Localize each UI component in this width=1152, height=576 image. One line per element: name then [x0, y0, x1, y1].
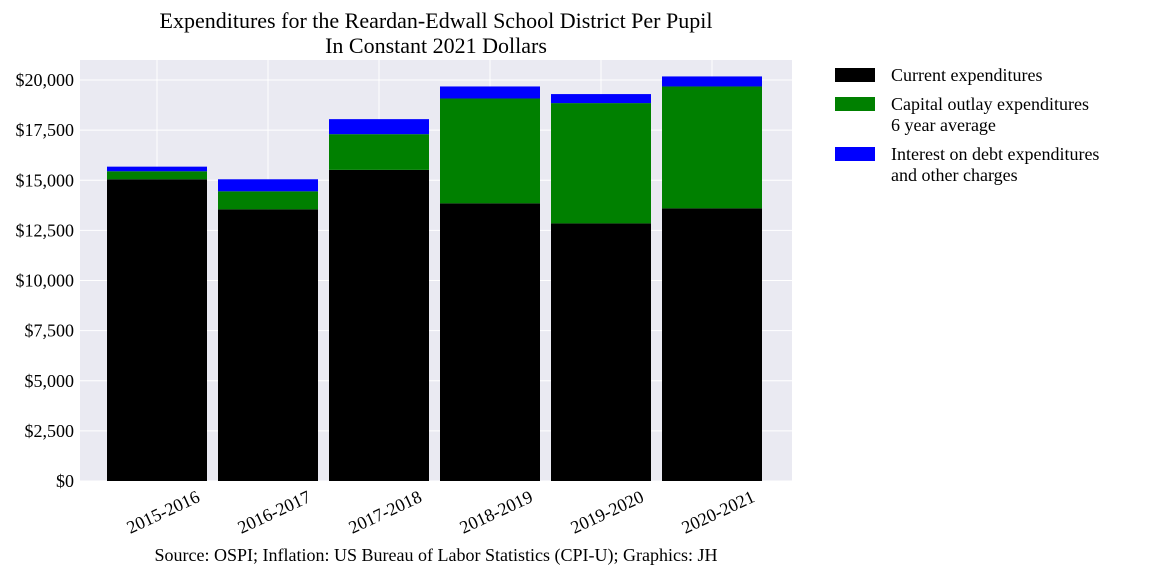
legend-label: Current expenditures	[891, 65, 1042, 85]
legend-swatch	[835, 97, 875, 111]
legend-label: Interest on debt expenditures and other c…	[891, 144, 1099, 185]
y-tick-label: $2,500	[25, 421, 75, 441]
x-tick-label: 2020-2021	[679, 486, 758, 537]
bar-2017-2018-series-1	[329, 134, 429, 170]
x-axis-ticks: 2015-2016 2016-2017 2017-2018 2018-2019 2019…	[124, 486, 758, 537]
bar-2017-2018-series-0	[329, 169, 429, 481]
bar-2018-2019-series-0	[440, 203, 540, 482]
bar-2016-2017-series-1	[218, 191, 318, 210]
legend: Current expenditures Capital outlay expen…	[835, 65, 1099, 185]
y-tick-label: $17,500	[16, 120, 75, 140]
chart-title-line-1: Expenditures for the Reardan-Edwall Scho…	[160, 8, 713, 33]
bar-2015-2016-series-0	[107, 179, 207, 482]
bar-2020-2021-series-1	[662, 86, 762, 209]
y-tick-label: $15,000	[16, 170, 75, 190]
x-tick-label: 2019-2020	[568, 486, 647, 537]
bar-2019-2020-series-0	[551, 223, 651, 481]
x-tick-label: 2016-2017	[235, 486, 314, 537]
y-tick-label: $10,000	[16, 271, 75, 291]
source-caption: Source: OSPI; Inflation: US Bureau of La…	[155, 545, 718, 566]
bar-2016-2017-series-2	[218, 179, 318, 192]
y-axis-ticks: $0 $2,500 $5,000 $7,500 $10,000 $12,500 $15,00…	[16, 70, 75, 491]
x-tick-label: 2015-2016	[124, 486, 203, 537]
legend-label: Capital outlay expenditures 6 year averag…	[891, 94, 1089, 135]
y-tick-label: $12,500	[16, 220, 75, 240]
y-tick-label: $5,000	[25, 371, 75, 391]
bar-2016-2017-series-0	[218, 209, 318, 481]
x-tick-label: 2017-2018	[346, 486, 425, 537]
x-tick-label: 2018-2019	[457, 486, 536, 537]
bar-2019-2020-series-1	[551, 103, 651, 224]
bar-2020-2021-series-0	[662, 208, 762, 481]
chart-title-line-2: In Constant 2021 Dollars	[325, 33, 547, 58]
bars	[107, 76, 762, 482]
bar-2015-2016-series-2	[107, 166, 207, 172]
bar-2018-2019-series-2	[440, 86, 540, 99]
y-tick-label: $20,000	[16, 70, 75, 90]
bar-2020-2021-series-2	[662, 76, 762, 87]
bar-2019-2020-series-2	[551, 94, 651, 104]
bar-2015-2016-series-1	[107, 171, 207, 180]
legend-swatch	[835, 68, 875, 82]
bar-2018-2019-series-1	[440, 98, 540, 204]
bar-2017-2018-series-2	[329, 119, 429, 135]
y-tick-label: $0	[56, 471, 74, 491]
y-tick-label: $7,500	[25, 321, 75, 341]
legend-swatch	[835, 147, 875, 161]
